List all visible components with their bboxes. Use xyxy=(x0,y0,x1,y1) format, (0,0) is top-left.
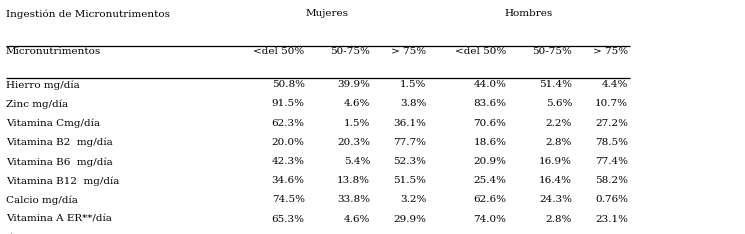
Text: > 75%: > 75% xyxy=(593,47,628,56)
Text: 91.5%: 91.5% xyxy=(272,99,305,108)
Text: <del 50%: <del 50% xyxy=(253,47,305,56)
Text: 50.8%: 50.8% xyxy=(272,80,305,89)
Text: Vitamina B12  mg/día: Vitamina B12 mg/día xyxy=(6,176,119,186)
Text: 3.2%: 3.2% xyxy=(400,195,426,204)
Text: 20.0%: 20.0% xyxy=(272,138,305,147)
Text: 13.8%: 13.8% xyxy=(337,176,370,185)
Text: 33.8%: 33.8% xyxy=(337,195,370,204)
Text: 0.76%: 0.76% xyxy=(595,195,628,204)
Text: 77.7%: 77.7% xyxy=(393,138,426,147)
Text: Calcio mg/día: Calcio mg/día xyxy=(6,195,77,205)
Text: Vitamina B6  mg/día: Vitamina B6 mg/día xyxy=(6,157,112,167)
Text: 24.3%: 24.3% xyxy=(539,195,572,204)
Text: <del 50%: <del 50% xyxy=(455,47,507,56)
Text: Vitamina Cmg/día: Vitamina Cmg/día xyxy=(6,119,100,128)
Text: 10.7%: 10.7% xyxy=(595,99,628,108)
Text: 16.9%: 16.9% xyxy=(539,157,572,166)
Text: 39.9%: 39.9% xyxy=(337,80,370,89)
Text: 2.8%: 2.8% xyxy=(546,215,572,223)
Text: 50-75%: 50-75% xyxy=(532,47,572,56)
Text: 50-75%: 50-75% xyxy=(330,47,370,56)
Text: 62.3%: 62.3% xyxy=(272,119,305,128)
Text: > 75%: > 75% xyxy=(391,47,426,56)
Text: 70.6%: 70.6% xyxy=(474,119,507,128)
Text: 83.6%: 83.6% xyxy=(474,99,507,108)
Text: 34.6%: 34.6% xyxy=(272,176,305,185)
Text: 5.6%: 5.6% xyxy=(546,99,572,108)
Text: 74.5%: 74.5% xyxy=(272,195,305,204)
Text: 65.3%: 65.3% xyxy=(272,215,305,223)
Text: 78.5%: 78.5% xyxy=(595,138,628,147)
Text: 5.4%: 5.4% xyxy=(344,157,370,166)
Text: 52.3%: 52.3% xyxy=(393,157,426,166)
Text: 4.6%: 4.6% xyxy=(344,99,370,108)
Text: 51.5%: 51.5% xyxy=(393,176,426,185)
Text: 27.2%: 27.2% xyxy=(595,119,628,128)
Text: 77.4%: 77.4% xyxy=(595,157,628,166)
Text: 1.5%: 1.5% xyxy=(400,80,426,89)
Text: Vitamina B2  mg/día: Vitamina B2 mg/día xyxy=(6,138,112,147)
Text: 42.3%: 42.3% xyxy=(272,157,305,166)
Text: 36.1%: 36.1% xyxy=(393,119,426,128)
Text: Micronutrimentos: Micronutrimentos xyxy=(6,47,101,56)
Text: 18.6%: 18.6% xyxy=(474,138,507,147)
Text: 4.6%: 4.6% xyxy=(344,215,370,223)
Text: Hombres: Hombres xyxy=(504,9,553,18)
Text: 58.2%: 58.2% xyxy=(595,176,628,185)
Text: Mujeres: Mujeres xyxy=(305,9,348,18)
Text: 1.5%: 1.5% xyxy=(344,119,370,128)
Text: Zinc mg/día: Zinc mg/día xyxy=(6,99,68,109)
Text: 62.6%: 62.6% xyxy=(474,195,507,204)
Text: 2.2%: 2.2% xyxy=(546,119,572,128)
Text: 74.0%: 74.0% xyxy=(474,215,507,223)
Text: 25.4%: 25.4% xyxy=(474,176,507,185)
Text: Vitamina A ER**/día: Vitamina A ER**/día xyxy=(6,215,112,223)
Text: Ingestión de Micronutrimentos: Ingestión de Micronutrimentos xyxy=(6,9,170,19)
Text: 2.8%: 2.8% xyxy=(546,138,572,147)
Text: 20.9%: 20.9% xyxy=(474,157,507,166)
Text: 4.4%: 4.4% xyxy=(602,80,628,89)
Text: Hierro mg/día: Hierro mg/día xyxy=(6,80,80,90)
Text: 51.4%: 51.4% xyxy=(539,80,572,89)
Text: 20.3%: 20.3% xyxy=(337,138,370,147)
Text: 44.0%: 44.0% xyxy=(474,80,507,89)
Text: 16.4%: 16.4% xyxy=(539,176,572,185)
Text: 3.8%: 3.8% xyxy=(400,99,426,108)
Text: 29.9%: 29.9% xyxy=(393,215,426,223)
Text: 23.1%: 23.1% xyxy=(595,215,628,223)
